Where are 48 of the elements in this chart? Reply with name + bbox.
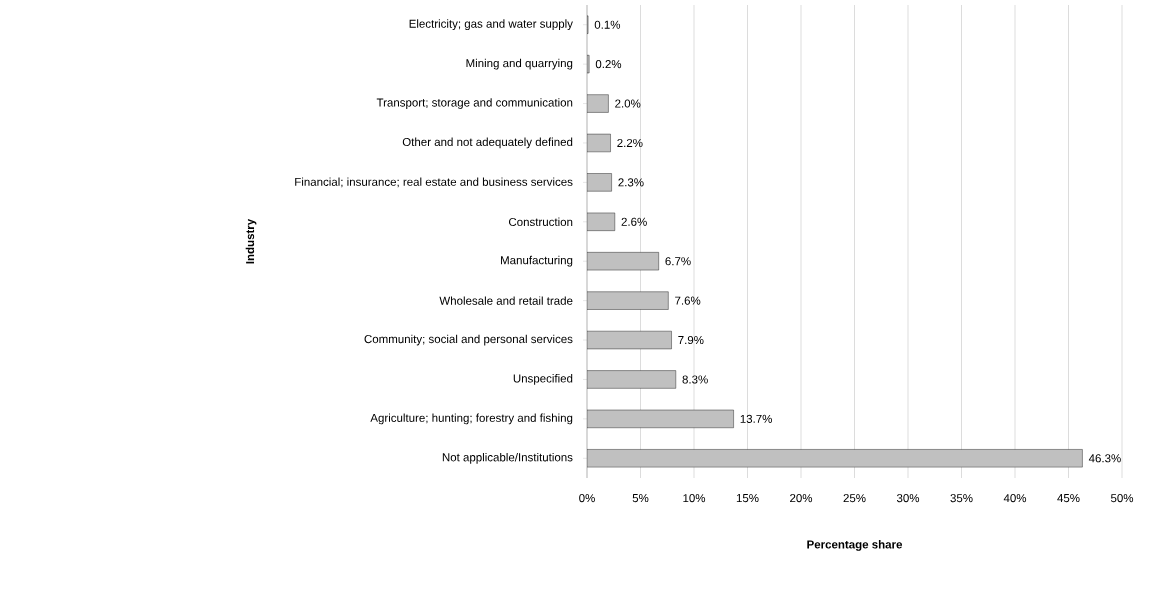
y-tick-label: Unspecified <box>513 374 573 385</box>
bar <box>587 409 734 428</box>
y-tick-label: Not applicable/Institutions <box>442 452 573 464</box>
x-axis-title: Percentage share <box>807 540 903 551</box>
data-label: 2.3% <box>618 178 644 187</box>
bar <box>587 133 611 153</box>
x-tick-label: 10% <box>683 494 706 503</box>
bar <box>587 212 616 231</box>
bar <box>587 55 590 74</box>
x-tick-label: 30% <box>896 494 920 503</box>
y-tick-label: Wholesale and retail trade <box>439 296 573 305</box>
x-tick-label: 5% <box>632 494 649 503</box>
x-tick-label: 0% <box>579 494 595 503</box>
bar <box>587 252 659 271</box>
bar <box>587 291 669 310</box>
data-label: 0.1% <box>594 20 621 29</box>
bar <box>587 370 677 389</box>
bar <box>587 173 612 192</box>
x-tick-label: 45% <box>1057 494 1080 503</box>
data-label: 7.9% <box>678 335 704 345</box>
y-tick-label: Construction <box>508 217 573 227</box>
x-tick-label: 40% <box>1003 494 1027 503</box>
data-label: 0.2% <box>595 60 622 69</box>
x-tick-label: 15% <box>736 494 759 503</box>
x-tick-label: 25% <box>843 494 866 503</box>
y-tick-label: Agriculture; hunting; forestry and fishing <box>370 413 573 425</box>
y-tick-label: Mining and quarrying <box>466 58 573 70</box>
data-label: 13.7% <box>740 414 772 423</box>
data-label: 2.2% <box>617 138 643 148</box>
y-tick-label: Transport; storage and communication <box>376 98 573 109</box>
y-tick-label: Electricity; gas and water supply <box>409 19 573 31</box>
y-axis-title: Industry <box>245 218 257 264</box>
data-label: 8.3% <box>682 375 708 384</box>
data-label: 46.3% <box>1088 454 1121 463</box>
bar <box>587 449 1083 468</box>
y-tick-label: Manufacturing <box>501 255 573 267</box>
data-label: 6.7% <box>665 257 691 266</box>
y-tick-label: Other and not adequately defined <box>402 137 573 149</box>
x-tick-label: 50% <box>1110 494 1134 503</box>
y-tick-label: Financial; insurance; real estate and business services <box>295 177 573 188</box>
bar <box>587 94 609 113</box>
bar <box>587 330 672 350</box>
x-tick-label: 20% <box>790 494 813 503</box>
data-label: 2.0% <box>615 99 641 108</box>
data-label: 7.6% <box>675 296 701 305</box>
x-tick-label: 35% <box>950 494 973 503</box>
data-label: 2.6% <box>621 217 647 226</box>
y-tick-label: Community; social and personal services <box>364 334 573 346</box>
